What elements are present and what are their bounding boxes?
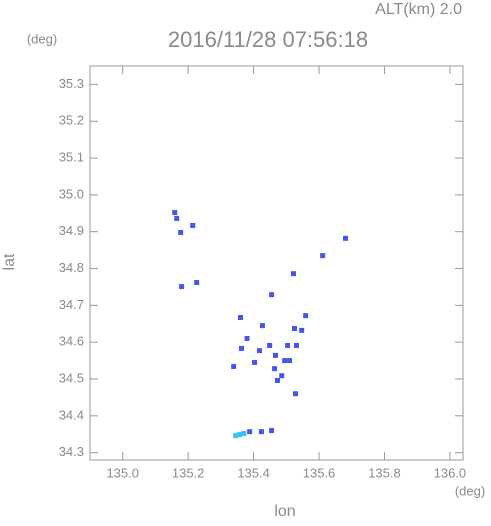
echo-point	[231, 363, 237, 369]
echo-point	[174, 215, 180, 221]
echo-point	[272, 366, 278, 372]
echo-point	[247, 429, 253, 435]
echo-point	[194, 280, 200, 286]
echo-point	[273, 352, 279, 358]
echo-point	[256, 348, 262, 354]
y-tick-label: 34.3	[59, 444, 84, 459]
echo-point	[269, 292, 275, 298]
y-tick-label: 34.9	[59, 223, 84, 238]
echo-point	[238, 314, 244, 320]
echo-point	[244, 335, 250, 341]
x-tick-label: 136.0	[434, 465, 467, 480]
chart-subtitle: ALT(km) 2.0	[375, 1, 462, 18]
echo-point	[252, 359, 258, 365]
y-tick-label: 34.6	[59, 334, 84, 349]
x-tick-label: 135.8	[368, 465, 401, 480]
x-tick-label: 135.6	[303, 465, 336, 480]
echo-point	[178, 229, 184, 235]
echo-point	[190, 222, 196, 228]
echo-point	[267, 342, 273, 348]
y-tick-label: 34.7	[59, 297, 84, 312]
x-tick-label: 135.4	[237, 465, 270, 480]
x-unit: (deg)	[455, 483, 485, 498]
x-tick-label: 135.0	[106, 465, 139, 480]
echo-point	[303, 313, 309, 319]
echo-point	[237, 432, 243, 438]
y-unit: (deg)	[27, 31, 57, 46]
echo-point	[287, 358, 293, 364]
chart-title: 2016/11/28 07:56:18	[168, 27, 368, 52]
y-tick-label: 35.2	[59, 113, 84, 128]
y-tick-label: 35.3	[59, 76, 84, 91]
plot-frame	[89, 65, 464, 461]
echo-point	[241, 430, 247, 436]
y-axis-label: lat	[1, 253, 18, 270]
echo-point	[259, 323, 265, 329]
x-tick-label: 135.2	[172, 465, 205, 480]
echo-point	[179, 284, 185, 290]
echo-point	[291, 326, 297, 332]
y-tick-label: 35.0	[59, 186, 84, 201]
echo-point	[172, 210, 178, 216]
echo-point	[282, 358, 288, 364]
x-axis-label: lon	[274, 503, 295, 520]
y-tick-label: 34.8	[59, 260, 84, 275]
echo-point	[238, 345, 244, 351]
y-tick-label: 34.5	[59, 370, 84, 385]
y-tick-label: 35.1	[59, 149, 84, 164]
echo-point	[285, 342, 291, 348]
echo-point	[291, 271, 297, 277]
echo-point	[258, 429, 264, 435]
echo-point	[343, 235, 349, 241]
echo-point	[292, 391, 298, 397]
echo-point	[299, 327, 305, 333]
echo-point	[279, 373, 285, 379]
echo-point	[293, 342, 299, 348]
y-tick-label: 34.4	[59, 407, 84, 422]
echo-point	[233, 433, 239, 439]
echo-point	[320, 253, 326, 259]
echo-point	[274, 377, 280, 383]
echo-point	[269, 428, 275, 434]
